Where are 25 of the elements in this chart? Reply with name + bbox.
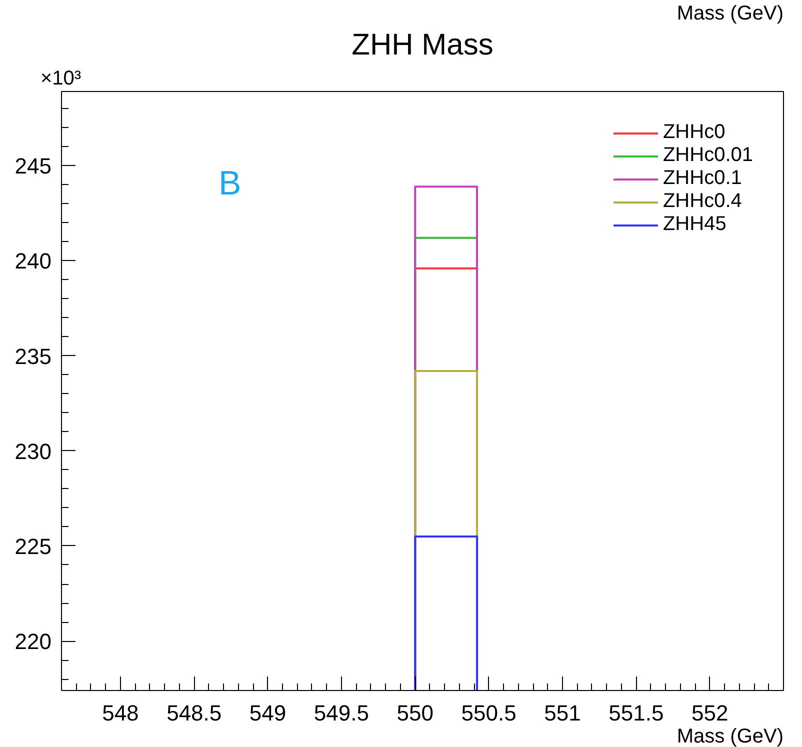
- x-tick-label: 551: [544, 700, 581, 726]
- chart-title: ZHH Mass: [352, 28, 494, 62]
- x-tick-label: 550.5: [461, 700, 516, 726]
- y-tick-label: 230: [14, 438, 52, 464]
- legend-label: ZHHc0.01: [662, 144, 753, 167]
- legend-label: ZHHc0.1: [662, 167, 742, 190]
- legend-label: ZHHc0.4: [662, 190, 742, 213]
- legend-label: ZHH45: [662, 213, 726, 236]
- x-tick-label: 550: [396, 700, 434, 726]
- x-tick-label: 549.5: [314, 700, 369, 726]
- y-tick-label: 235: [14, 344, 52, 369]
- x-tick-label: 548: [102, 700, 139, 726]
- x-tick-label: 552: [691, 700, 728, 726]
- text: ×10³: [40, 68, 82, 90]
- x-tick-label: 549: [249, 700, 286, 726]
- y-tick-label: 220: [14, 629, 52, 654]
- y-tick-label: 240: [14, 248, 52, 274]
- x-tick-label: 551.5: [608, 700, 664, 726]
- x-tick-label: 548.5: [166, 700, 222, 726]
- text: Mass (GeV): [676, 2, 784, 24]
- y-tick-label: 245: [14, 154, 52, 179]
- y-tick-label: 225: [14, 534, 52, 559]
- x-axis-title: Mass (GeV): [676, 726, 784, 747]
- legend-label: ZHHc0: [662, 121, 726, 144]
- annotation: B: [218, 164, 242, 202]
